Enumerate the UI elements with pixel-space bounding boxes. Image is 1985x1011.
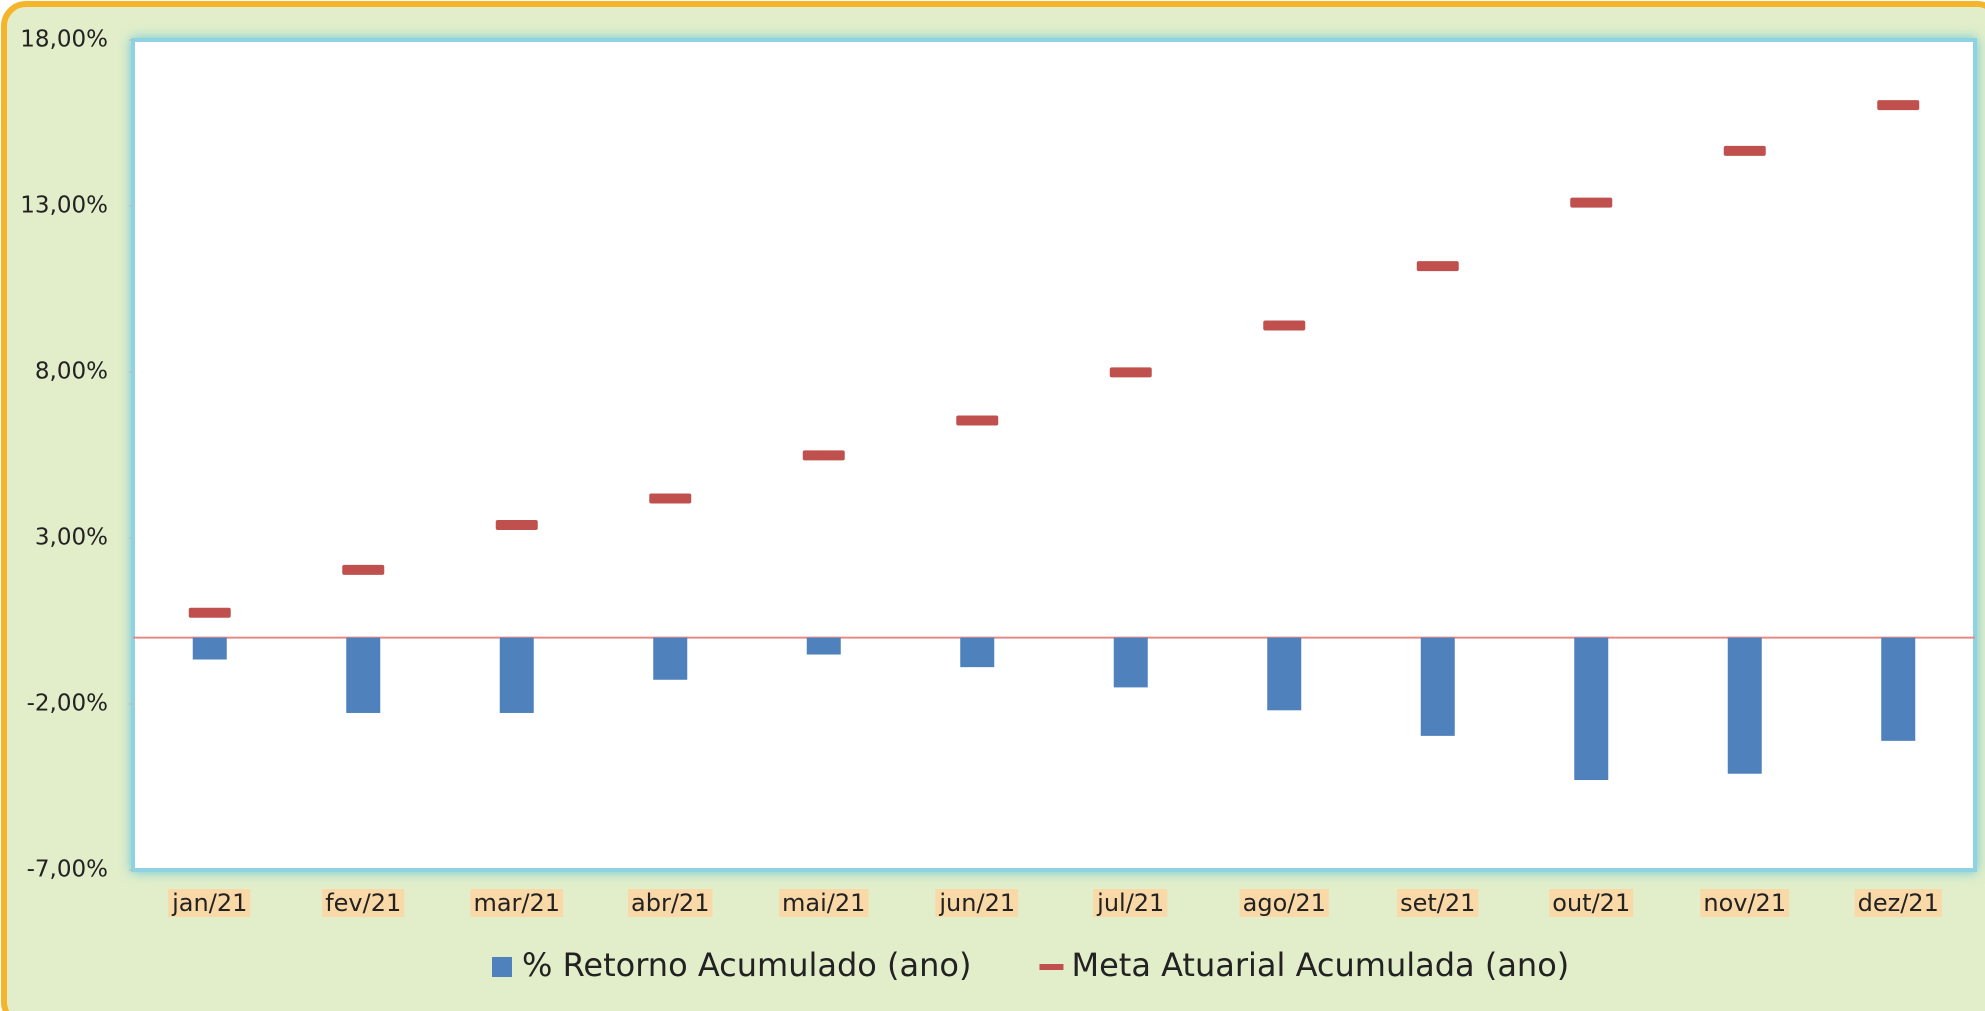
x-tick-label: jul/21 [1096, 889, 1164, 917]
x-tick-label-background [935, 889, 1019, 917]
x-tick-label-background [779, 889, 869, 917]
marker [1109, 367, 1152, 378]
y-tick-label: 8,00% [35, 359, 108, 385]
marker [342, 564, 385, 575]
legend-swatch [492, 957, 512, 977]
bar [1574, 637, 1609, 781]
bar [960, 637, 995, 668]
x-tick-label: abr/21 [631, 889, 709, 917]
x-tick-label-background [1239, 889, 1329, 917]
x-tick-label: ago/21 [1243, 889, 1326, 917]
marker [1263, 320, 1306, 331]
marker [802, 450, 845, 461]
bar [499, 637, 534, 713]
marker [956, 415, 999, 426]
x-tick-label: fev/21 [325, 889, 401, 917]
marker [495, 520, 538, 531]
x-tick-label: out/21 [1552, 889, 1630, 917]
y-tick-label: 3,00% [35, 525, 108, 551]
bar [192, 637, 227, 660]
marker [1723, 145, 1766, 156]
y-tick-label: -7,00% [27, 857, 108, 883]
bar [806, 637, 841, 655]
x-tick-label-background [322, 889, 405, 917]
x-tick-label-background [628, 889, 713, 917]
x-tick-label: mai/21 [782, 889, 865, 917]
plot-area [131, 38, 1977, 872]
x-tick-label-background [1093, 889, 1168, 917]
x-tick-label: dez/21 [1858, 889, 1939, 917]
legend-label: % Retorno Acumulado (ano) [522, 946, 971, 984]
x-tick-label-background [470, 889, 564, 917]
bar [1727, 637, 1762, 774]
marker [649, 493, 692, 504]
marker [1877, 100, 1920, 111]
marker [188, 607, 231, 618]
bar [653, 637, 688, 680]
x-tick-label-background [1549, 889, 1634, 917]
bar [1881, 637, 1916, 741]
x-tick-label-background [1854, 889, 1942, 917]
x-tick-label-background [1397, 889, 1479, 917]
x-tick-label: nov/21 [1703, 889, 1786, 917]
x-tick-label-background [168, 889, 251, 917]
legend-swatch [1039, 964, 1064, 970]
x-tick-label: set/21 [1400, 889, 1475, 917]
marker [1416, 261, 1459, 272]
x-tick-label: mar/21 [473, 889, 560, 917]
x-tick-label-background [1700, 889, 1790, 917]
bar [1267, 637, 1302, 711]
y-tick-label: 13,00% [20, 193, 108, 219]
marker [1570, 197, 1613, 208]
x-tick-label: jan/21 [171, 889, 247, 917]
bar [1420, 637, 1455, 736]
chart-layer: 18,00% 13,00% 8,00% 3,00% -2,00% -7,00% jan/21… [20, 27, 1975, 984]
legend-label: Meta Atuarial Acumulada (ano) [1071, 946, 1569, 984]
y-tick-label: -2,00% [27, 691, 108, 717]
x-tick-label: jun/21 [938, 889, 1015, 917]
bar [1113, 637, 1148, 688]
bar [346, 637, 381, 713]
y-tick-label: 18,00% [20, 27, 108, 53]
